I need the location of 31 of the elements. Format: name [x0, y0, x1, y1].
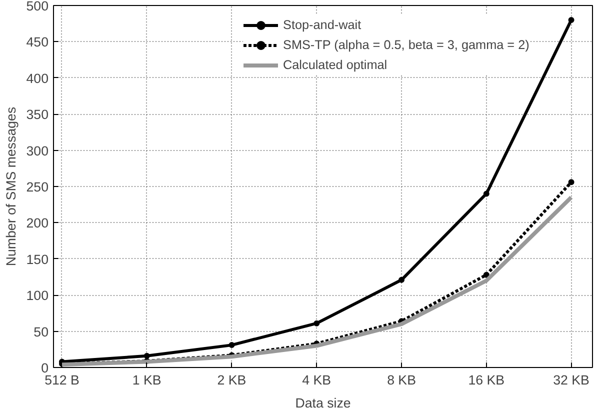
point	[398, 276, 405, 283]
x-axis-title: Data size	[295, 396, 351, 410]
y-tick-label: 400	[26, 70, 49, 86]
y-tick-label: 350	[26, 107, 49, 122]
y-tick-label: 100	[26, 288, 49, 304]
y-tick-label: 0	[41, 360, 49, 376]
x-tick-label: 512 B	[44, 372, 80, 388]
point	[228, 342, 235, 348]
y-axis-title: Number of SMS messages	[3, 106, 18, 266]
x-tick-label: 1 KB	[132, 372, 162, 388]
y-tick-label: 450	[26, 34, 49, 50]
point	[144, 352, 150, 359]
point	[568, 179, 574, 186]
x-tick-label: 32 KB	[553, 372, 590, 388]
y-tick-label: 250	[26, 180, 49, 194]
y-tick-label: 500	[26, 0, 49, 14]
point	[314, 320, 320, 326]
legend-label: Stop-and-wait	[283, 18, 362, 32]
y-tick-label: 150	[26, 252, 49, 267]
point	[568, 16, 574, 23]
y-tick-label: 300	[26, 143, 49, 158]
x-tick-label: 8 KB	[387, 372, 416, 388]
x-tick-label: 2 KB	[217, 372, 246, 388]
x-tick-label: 16 KB	[468, 372, 505, 388]
point	[483, 272, 490, 278]
x-tick-label: 4 KB	[302, 372, 332, 388]
y-tick-label: 200	[26, 216, 49, 231]
point	[483, 190, 490, 197]
legend-label: Calculated optimal	[283, 58, 388, 72]
legend-label: SMS-TP (alpha = 0.5, beta = 3, gamma = 2)	[283, 38, 530, 52]
y-tick-label: 50	[34, 324, 49, 340]
